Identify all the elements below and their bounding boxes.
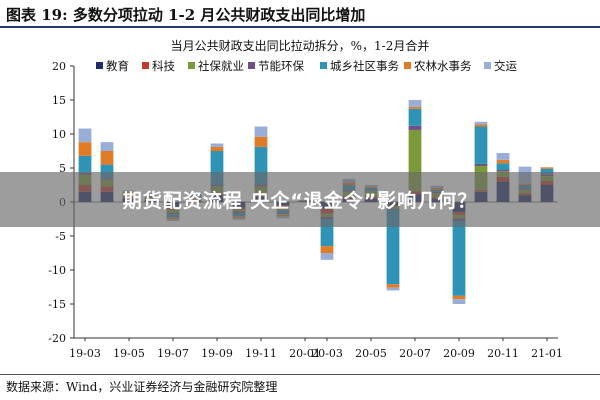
y-tick-label: -10	[48, 264, 66, 277]
x-tick-label: 19-03	[69, 347, 101, 360]
bar-segment	[474, 121, 488, 125]
chart-title: 当月公共财政支出同比拉动拆分，%，1-2月合并	[170, 39, 430, 53]
x-tick-label: 20-11	[487, 347, 519, 360]
bar-segment	[100, 142, 114, 151]
bar-segment	[540, 167, 554, 169]
bar-segment	[320, 246, 334, 253]
legend-label: 城乡社区事务	[330, 59, 399, 73]
bar-segment	[452, 295, 466, 300]
x-tick-label: 21-01	[531, 347, 563, 360]
bar-segment	[474, 124, 488, 127]
x-tick-label: 19-11	[245, 347, 277, 360]
bar-segment	[452, 299, 466, 304]
bar-segment	[210, 143, 224, 147]
bar-segment	[386, 209, 400, 285]
x-tick-label: 19-05	[113, 347, 145, 360]
bar-segment	[496, 153, 510, 160]
legend-label: 交运	[494, 59, 517, 73]
y-tick-label: 20	[52, 60, 66, 73]
bar-segment	[408, 125, 422, 130]
legend-label: 农林水事务	[414, 59, 472, 73]
y-tick-label: 10	[52, 128, 66, 141]
bar-segment	[100, 151, 114, 165]
bar-segment	[408, 100, 422, 107]
bar-segment	[320, 253, 334, 260]
data-source: 数据来源：Wind，兴业证券经济与金融研究院整理	[6, 380, 278, 394]
overlay-banner-text[interactable]: 期货配资流程 央企“退金令”影响几何？	[122, 190, 478, 212]
y-tick-label: 5	[59, 162, 66, 175]
overlay-banner	[0, 172, 600, 227]
bar-segment	[474, 126, 488, 164]
bar-segment	[474, 163, 488, 166]
legend-swatch	[320, 62, 327, 69]
legend-swatch	[484, 62, 491, 69]
x-tick-label: 20-05	[355, 347, 387, 360]
bar-segment	[78, 128, 92, 143]
legend-swatch	[96, 62, 103, 69]
bar-segment	[254, 136, 268, 147]
y-tick-label: -15	[48, 298, 66, 311]
bar-segment	[210, 146, 224, 151]
footer-divider	[0, 374, 600, 375]
bar-segment	[386, 287, 400, 291]
legend-swatch	[248, 62, 255, 69]
bar-segment	[496, 163, 510, 171]
x-tick-label: 20-07	[399, 347, 431, 360]
bar-segment	[254, 126, 268, 137]
bar-segment	[452, 221, 466, 296]
y-tick-label: -5	[55, 230, 66, 243]
legend-label: 教育	[106, 59, 129, 73]
legend-label: 科技	[152, 59, 175, 73]
figure-title: 图表 19: 多数分项拉动 1-2 月公共财政支出同比增加	[6, 6, 366, 24]
x-tick-label: 19-09	[201, 347, 233, 360]
legend-label: 节能环保	[258, 59, 304, 73]
bar-segment	[78, 155, 92, 173]
bar-segment	[496, 170, 510, 172]
legend-label: 社保就业	[198, 59, 244, 73]
bar-segment	[408, 106, 422, 109]
y-tick-label: 15	[52, 94, 66, 107]
bar-segment	[540, 168, 554, 175]
y-tick-label: -20	[48, 332, 66, 345]
x-tick-label: 19-07	[157, 347, 189, 360]
legend-swatch	[188, 62, 195, 69]
bar-segment	[78, 142, 92, 156]
bar-segment	[408, 108, 422, 126]
x-tick-label: 20-09	[443, 347, 475, 360]
bar-segment	[496, 159, 510, 164]
legend-swatch	[142, 62, 149, 69]
x-tick-label: 20-03	[311, 347, 343, 360]
bar-segment	[386, 284, 400, 288]
x-tick-label: 20-01	[289, 347, 321, 360]
legend-swatch	[404, 62, 411, 69]
title-divider	[0, 26, 600, 28]
